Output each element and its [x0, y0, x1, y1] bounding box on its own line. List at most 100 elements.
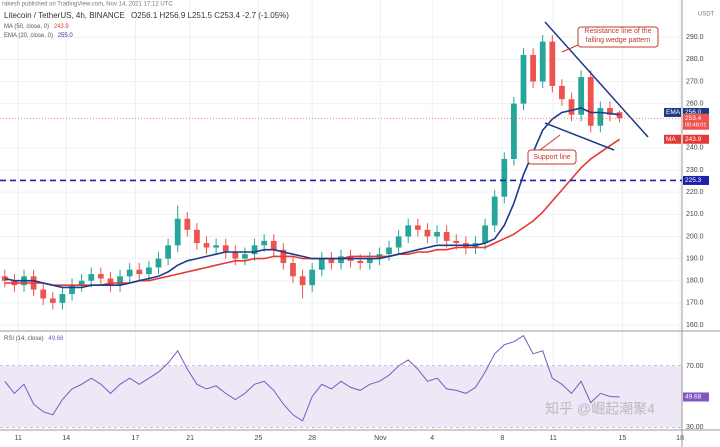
candle-body [578, 77, 585, 115]
candle-body [453, 240, 460, 244]
candle-body [213, 245, 220, 248]
candle-body [78, 280, 85, 286]
rsi-band [0, 366, 682, 427]
y-tick-label: 200.0 [686, 233, 704, 240]
candle-body [616, 112, 623, 119]
rsi-label: RSI (14, close) [4, 336, 44, 342]
y-tick-label: 180.0 [686, 278, 704, 285]
rsi-tick-label: 30.00 [686, 424, 704, 431]
candle-body [290, 263, 296, 277]
candle-body [539, 41, 546, 82]
legend-value: 255.0 [58, 33, 74, 39]
candle-body [299, 276, 306, 286]
price-tag [683, 134, 709, 144]
candle-body [59, 294, 66, 303]
x-tick-label: 14 [62, 435, 70, 442]
candle-body [117, 276, 123, 286]
x-tick-label: 4 [430, 435, 434, 442]
candle-body [97, 274, 104, 279]
annotation-text: Support line [533, 154, 570, 161]
x-tick-label: 8 [500, 435, 504, 442]
legend-label: MA (50, close, 0) [4, 24, 49, 30]
candle-body [511, 103, 517, 159]
candle-body [146, 267, 152, 275]
candle-body [203, 243, 210, 248]
candle-body [491, 196, 498, 226]
annotation-pointer [539, 134, 561, 151]
candle-body [434, 232, 440, 237]
watermark: 知乎 @崛起潮聚4 [545, 401, 655, 417]
candle-body [251, 245, 258, 255]
currency: USDT [698, 12, 715, 18]
candle-body [184, 218, 191, 230]
annotation-box [527, 149, 577, 165]
candle-body [40, 289, 47, 299]
candle-body [501, 158, 508, 197]
candle-body [222, 245, 229, 252]
price-tag-label: 225.3 [685, 177, 702, 184]
candle-body [270, 240, 277, 250]
candle-body [107, 278, 114, 286]
y-tick-label: 160.0 [686, 322, 704, 329]
price-tag-label: 253.4 [685, 115, 702, 122]
candle-body [69, 285, 75, 295]
legend-entry: EMA (20, close, 0) 255.0 [4, 33, 73, 39]
candle-body [165, 245, 171, 259]
candle-body [49, 298, 56, 303]
x-tick-label: Nov [374, 435, 387, 442]
candle-body [242, 254, 248, 259]
candle-body [587, 77, 594, 126]
x-tick-label: 11 [550, 435, 557, 442]
annotation: Resistance line of the falling wedge pat… [585, 28, 652, 44]
candle-body [424, 229, 431, 237]
y-tick-label: 280.0 [686, 56, 704, 63]
rsi-tag [683, 392, 709, 402]
candle-body [559, 85, 565, 100]
candle-body [155, 258, 162, 268]
candle-body [549, 41, 556, 86]
attribution: rakesh published on TradingView.com, Nov… [2, 2, 173, 8]
candle-body [357, 260, 364, 264]
y-tick-label: 220.0 [686, 189, 704, 196]
rsi-line [4, 334, 620, 422]
symbol: Litecoin / TetherUS, 4h, BINANCE [4, 11, 125, 20]
candle-body [136, 269, 143, 275]
rsi-tag-label: 49.68 [685, 394, 702, 401]
price-tag [683, 113, 709, 130]
candle-body [174, 218, 181, 246]
annotation-pointer [561, 44, 579, 53]
candle-body [597, 108, 604, 126]
x-tick-label: 11 [15, 435, 22, 442]
x-tick-label: 21 [186, 435, 194, 442]
candle-body [386, 247, 392, 255]
y-tick-label: 240.0 [686, 145, 704, 152]
quote: O256.1 H256.9 L251.5 C253.4 -2.7 (-1.05%… [131, 11, 289, 20]
y-tick-label: 230.0 [686, 167, 704, 174]
price-tag [683, 107, 709, 117]
chart-title: Litecoin / TetherUS, 4h, BINANCE O256.1 … [4, 11, 289, 20]
indicator-line [4, 107, 620, 289]
candle-body [607, 108, 613, 115]
legend-value: 243.9 [54, 24, 70, 30]
candle-body [366, 258, 373, 264]
support-trend-line [544, 122, 615, 151]
candle-body [395, 236, 402, 248]
candle-body [482, 225, 488, 244]
candle-body [520, 54, 527, 104]
candle-body [530, 54, 536, 82]
candle-body [261, 240, 268, 246]
x-tick-label: 17 [132, 435, 140, 442]
price-tag-label: 243.9 [685, 136, 702, 143]
y-tick-label: 190.0 [686, 255, 704, 262]
price-tag [683, 175, 709, 185]
legend-label: EMA (20, close, 0) [4, 33, 53, 39]
candle-body [414, 225, 421, 230]
y-tick-label: 270.0 [686, 78, 704, 85]
y-tick-label: 210.0 [686, 211, 704, 218]
candle-body [568, 99, 575, 115]
annotation-box [577, 26, 659, 48]
price-tag-name: EMA [666, 109, 681, 116]
y-tick-label: 260.0 [686, 100, 704, 107]
x-tick-label: 15 [619, 435, 627, 442]
